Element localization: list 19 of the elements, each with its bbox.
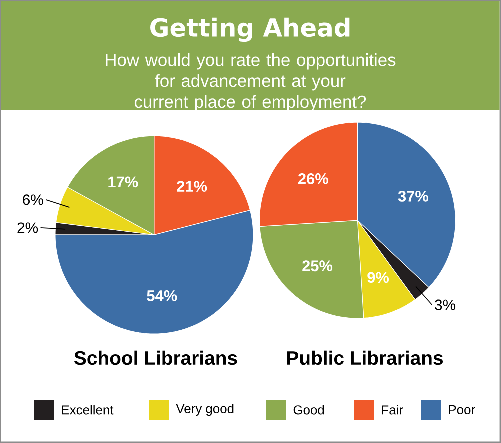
slice-label: School Librarians xyxy=(74,350,238,366)
data-label: 9% xyxy=(368,272,390,284)
data-label: 54% xyxy=(147,290,178,302)
legend-label: Poor xyxy=(449,405,476,414)
data-label: 3% xyxy=(435,300,456,310)
data-label: 21% xyxy=(177,181,208,192)
legend-label: Good xyxy=(294,405,324,415)
data-label: 37% xyxy=(398,190,428,202)
legend-label: Fair xyxy=(382,405,404,415)
data-label: 6% xyxy=(23,194,44,206)
data-label: 2% xyxy=(18,222,38,234)
chart-title: Getting Ahead xyxy=(150,18,350,42)
data-label: 17% xyxy=(108,176,138,188)
legend-label: Excellent xyxy=(62,405,114,415)
data-label: 25% xyxy=(302,260,333,272)
data-label: 26% xyxy=(298,174,328,184)
slice-label: Public Librarians xyxy=(287,350,444,366)
chart-subtitle: How would you rate the opportunities for advancement at your current place of employment? xyxy=(106,54,396,112)
legend-label: Very good xyxy=(176,404,234,416)
